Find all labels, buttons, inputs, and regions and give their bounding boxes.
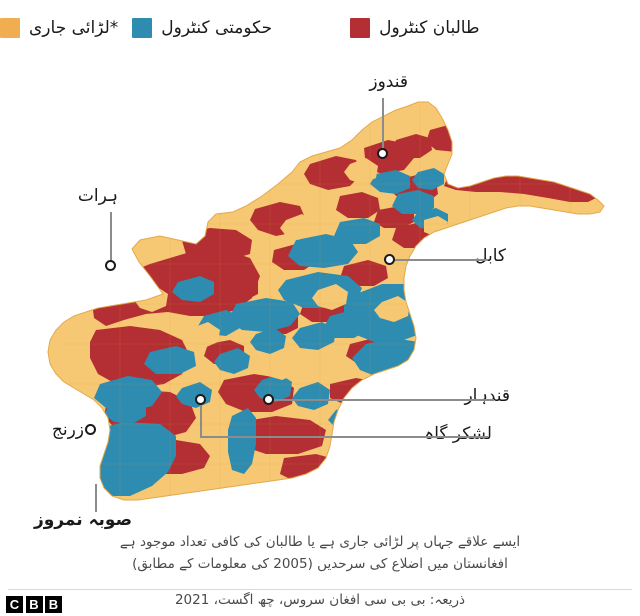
city-dot-kandahar [263,394,274,405]
legend-item-contested: *لڑائی جاری [0,18,118,38]
bbc-logo-letter-1: B [45,596,62,613]
country-outline [47,101,605,501]
legend-swatch-government [132,18,153,38]
footnote-line-1: ایسے علاقے جہاں پر لڑائی جاری ہے یا طالب… [119,534,521,550]
leader-line-lashkargah-vert [200,400,202,438]
bbc-logo-letter-3: C [6,596,23,613]
city-dot-kunduz [377,148,388,159]
callout-label-lashkargah: لشکر گاہ [424,424,492,444]
legend-swatch-taliban [350,18,371,38]
leader-line-nimroz [95,484,97,512]
callout-label-nimroz: صوبہ نمروز [33,510,132,530]
city-dot-zaranj [85,424,96,435]
callout-label-kandahar: قندہار [464,386,510,406]
legend-label-contested: *لڑائی جاری [29,17,119,38]
footnote-line-2: افغانستان میں اضلاع کی سرحدیں (2005 کی م… [132,555,508,572]
legend-swatch-contested [0,18,20,38]
afghanistan-map-svg [47,101,605,501]
leader-line-lashkargah-horz [200,436,488,438]
legend-label-government: حکومتی کنٹرول [161,17,273,38]
leader-line-kunduz [382,98,384,150]
footnote-block: ایسے علاقے جہاں پر لڑائی جاری ہے یا طالب… [0,532,640,576]
callout-label-kabul: کابل [475,246,506,266]
map-legend: *لڑائی جاری حکومتی کنٹرول طالبان کنٹرول [0,0,640,56]
footer-divider [8,589,632,590]
callout-label-kunduz: قندوز [369,72,408,92]
leader-line-herat [110,212,112,262]
city-dot-kabul [384,254,395,265]
source-line: ذریعہ: بی بی سی افغان سروس، چھ اگست، 202… [174,592,466,608]
leader-line-kabul [394,259,488,261]
bbc-logo: B B C [6,596,62,613]
bbc-logo-letter-2: B [25,596,43,613]
legend-item-government: حکومتی کنٹرول [132,18,272,38]
legend-item-taliban: طالبان کنٹرول [350,18,479,38]
callout-label-herat: ہرات [77,186,118,206]
afghanistan-map: قندوز ہرات کابل قندہار لشکر گاہ زرنج صوب… [0,44,640,534]
city-dot-herat [105,260,116,271]
district-group-contested [134,106,476,380]
leader-line-kandahar [272,399,494,401]
city-dot-lashkargah [195,394,206,405]
legend-label-taliban: طالبان کنٹرول [379,17,480,38]
callout-label-zaranj: زرنج [51,420,84,440]
map-districts-layer [48,102,604,500]
